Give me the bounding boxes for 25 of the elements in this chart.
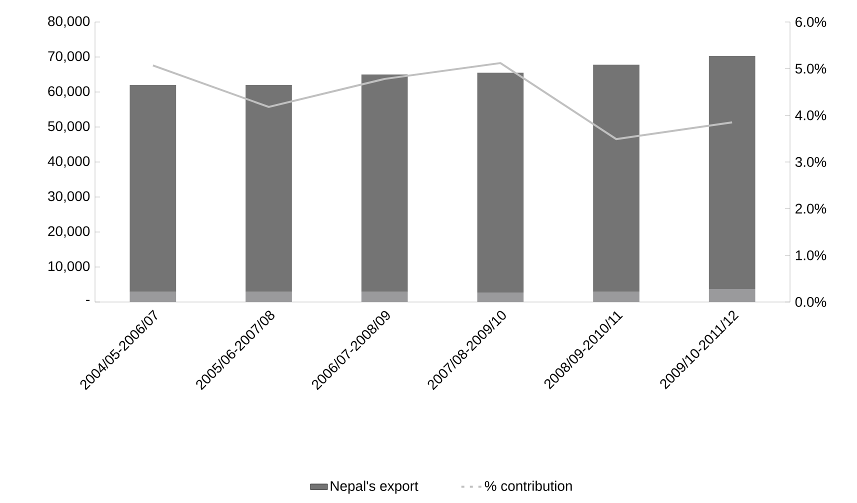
- bar: [477, 72, 524, 293]
- bar: [361, 74, 408, 292]
- y-tick-label: 70,000: [48, 51, 90, 63]
- legend-label: % contribution: [484, 480, 572, 491]
- legend-label: Nepal's export: [330, 480, 418, 494]
- y2-tick-label: 3.0%: [795, 157, 826, 167]
- bar: [708, 56, 756, 290]
- line-series: [152, 62, 734, 140]
- y2-tick-label: 5.0%: [795, 64, 826, 74]
- y-tick-label: 20,000: [48, 226, 90, 238]
- y2-tick-label: 1.0%: [796, 250, 826, 260]
- bar: [593, 64, 640, 292]
- y2-tick-label: 2.0%: [796, 204, 826, 214]
- y2-tick-label: 4.0%: [795, 110, 826, 120]
- bar: [246, 85, 292, 292]
- y-tick-label: 40,000: [48, 156, 90, 168]
- y-tick-label: 10,000: [48, 261, 90, 273]
- y-tick-label: 80,000: [48, 16, 90, 28]
- y-tick-label: 30,000: [48, 191, 90, 203]
- y-tick-label: 60,000: [48, 86, 90, 98]
- y2-tick-label: 0.0%: [795, 297, 826, 307]
- y-tick-label: -: [86, 300, 90, 301]
- y-tick-label: 50,000: [48, 121, 90, 133]
- bar: [130, 85, 176, 292]
- y2-tick-label: 6.0%: [796, 17, 826, 27]
